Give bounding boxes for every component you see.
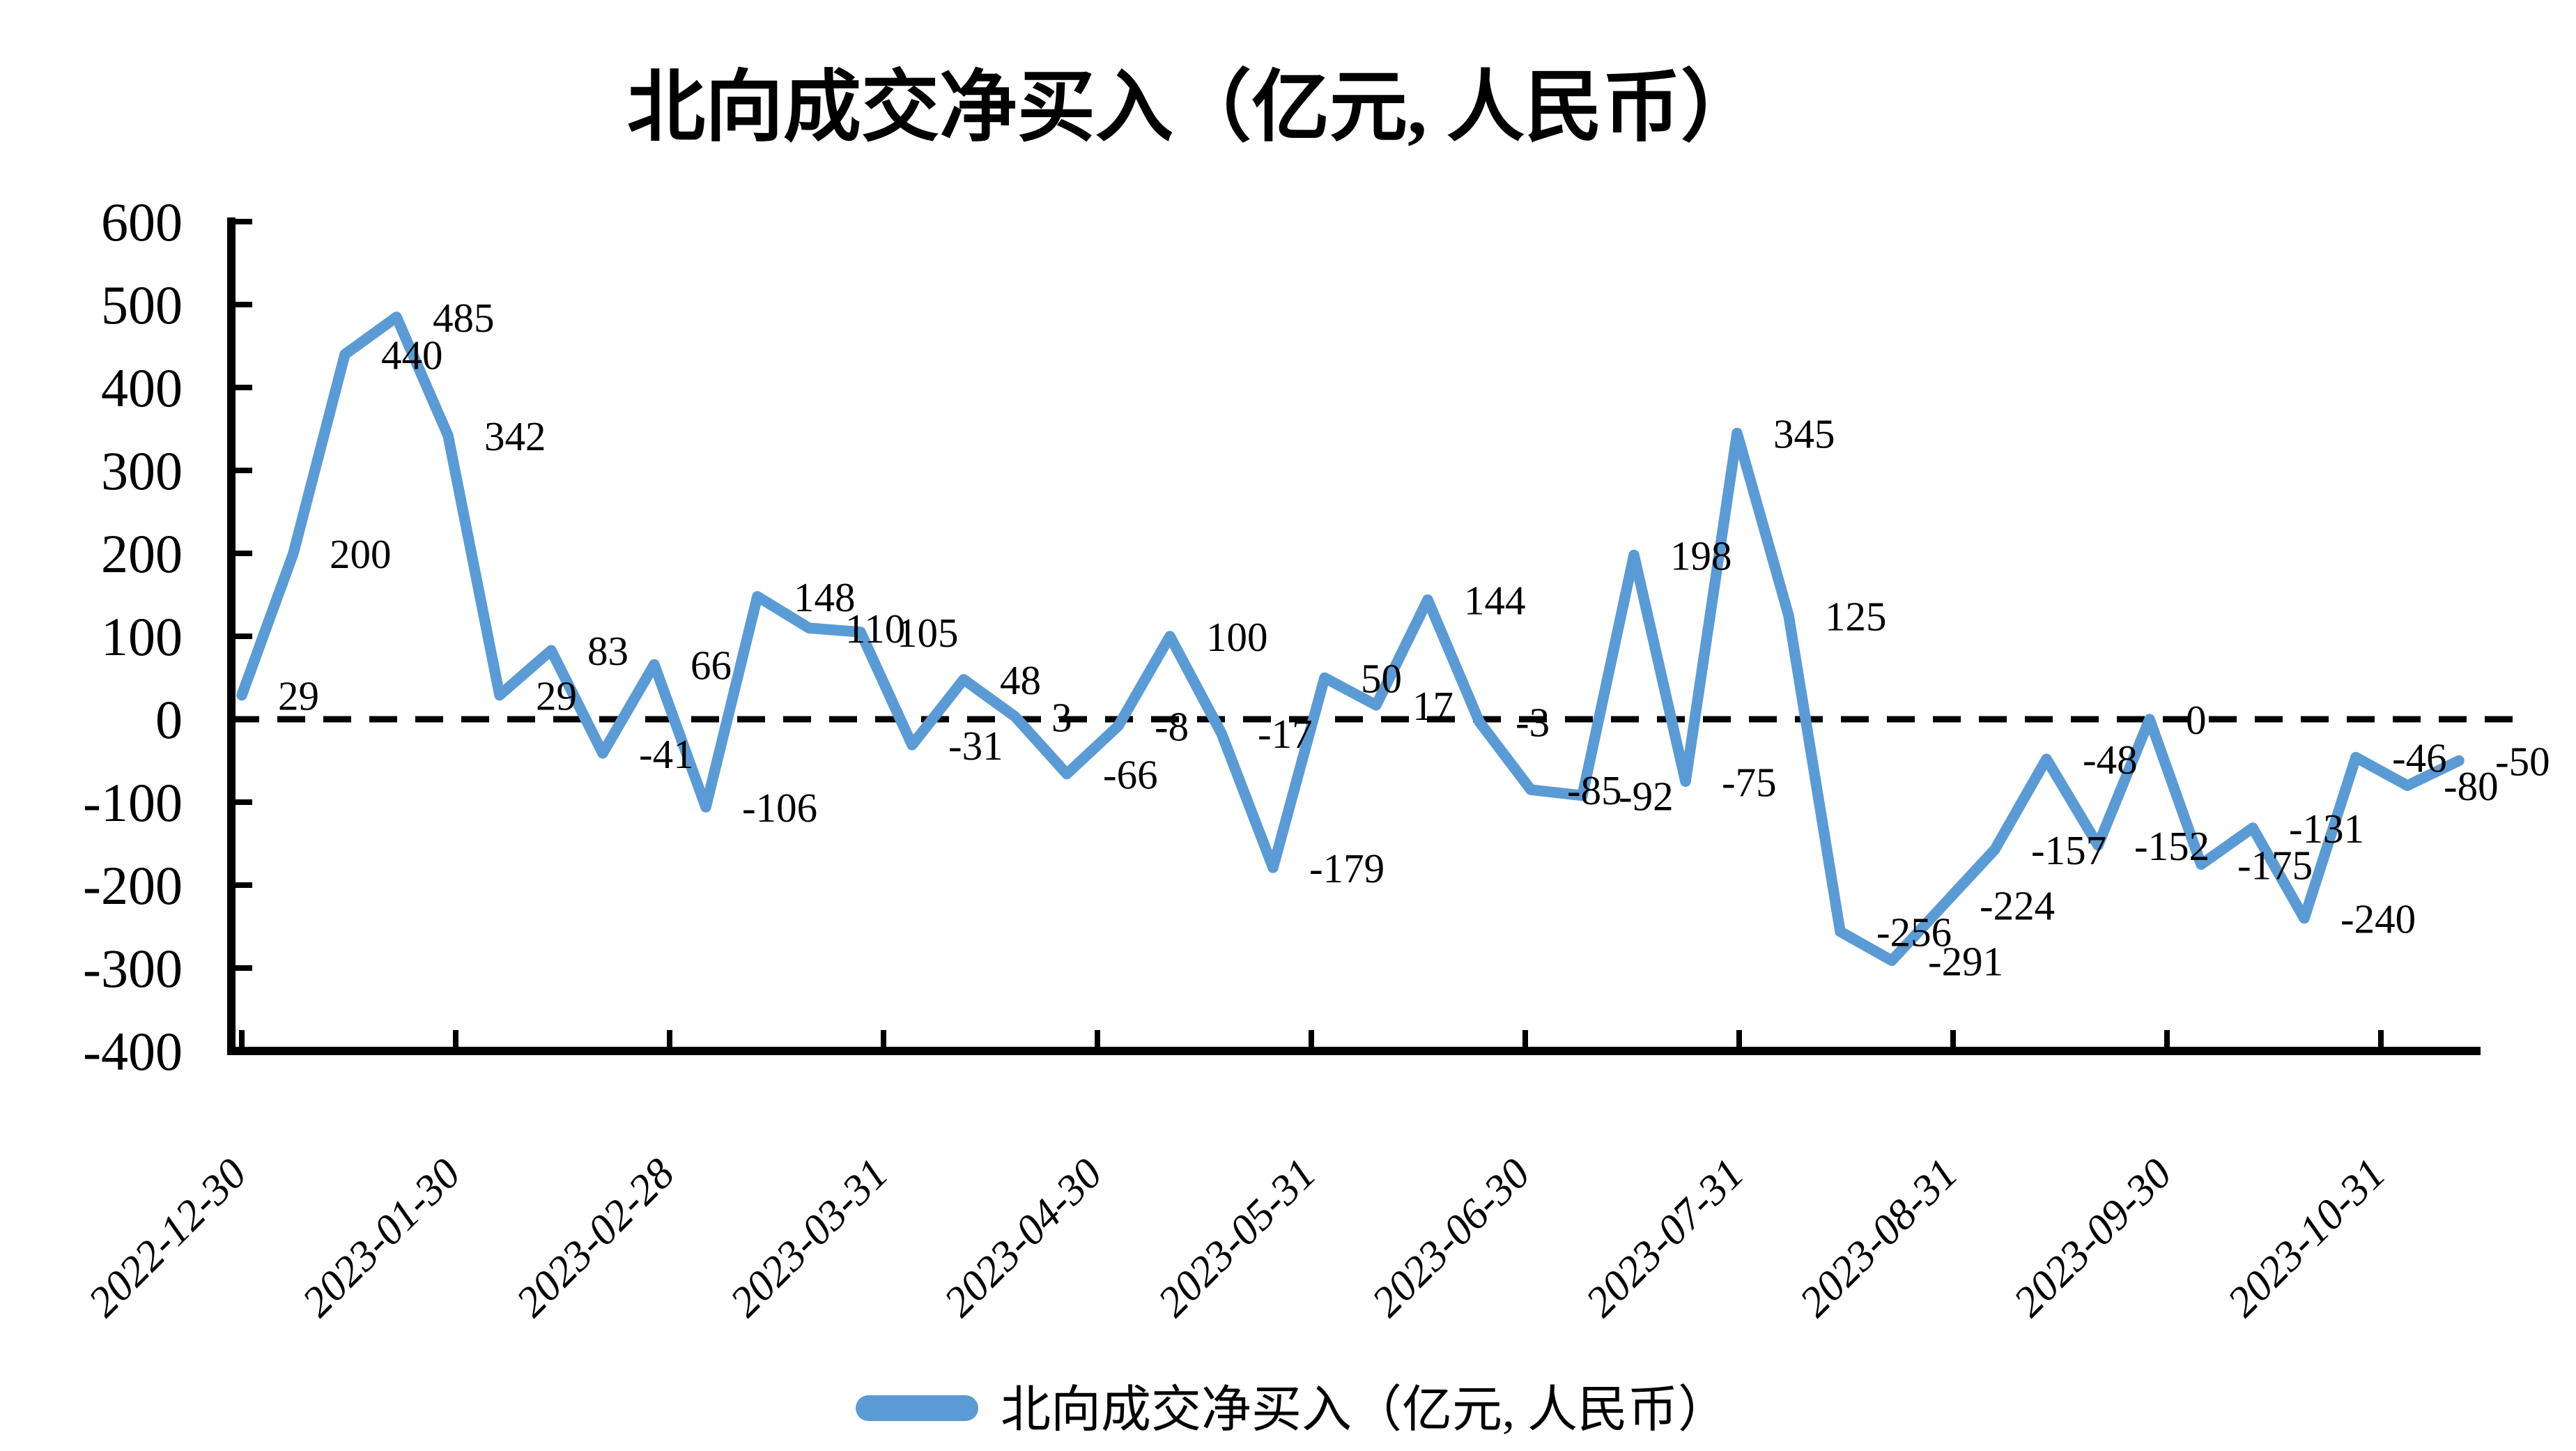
data-label: -41	[639, 731, 694, 777]
data-label: -152	[2134, 823, 2209, 869]
data-label: -66	[1103, 752, 1158, 798]
data-label: -8	[1155, 704, 1189, 750]
data-label: 83	[587, 628, 628, 674]
x-tick-label: 2023-03-31	[721, 1150, 897, 1326]
plot-area: 6005004003002001000-100-200-300-4002022-…	[79, 192, 2550, 1326]
data-label: 485	[433, 295, 495, 341]
y-tick-label: 400	[101, 358, 183, 418]
x-tick-label: 2023-02-28	[507, 1150, 684, 1326]
data-label: 125	[1825, 593, 1887, 639]
data-label: -80	[2444, 763, 2499, 809]
data-label: 110	[845, 606, 905, 652]
y-tick-label: 0	[155, 689, 183, 750]
x-tick-label: 2023-05-31	[1149, 1150, 1325, 1326]
data-label: -179	[1309, 845, 1385, 891]
legend-label: 北向成交净买入（亿元, 人民币）	[1001, 1382, 1728, 1438]
chart-title: 北向成交净买入（亿元, 人民币）	[627, 65, 1759, 151]
x-tick-label: 2023-01-30	[293, 1150, 470, 1326]
data-label: 440	[381, 332, 443, 378]
data-label: 342	[484, 413, 546, 459]
legend: 北向成交净买入（亿元, 人民币）	[856, 1382, 1728, 1438]
data-label: 200	[330, 531, 392, 577]
series-line	[236, 312, 2465, 967]
data-label: 3	[1051, 694, 1072, 740]
data-label: -224	[1980, 883, 2055, 929]
y-tick-label: -400	[83, 1021, 183, 1082]
data-label: 48	[1000, 657, 1041, 703]
data-label: 100	[1206, 614, 1268, 660]
data-label: -17	[1258, 711, 1313, 757]
data-label: -48	[2083, 737, 2138, 783]
data-label: -50	[2495, 739, 2550, 785]
y-tick-label: 500	[101, 275, 183, 335]
data-label: -92	[1619, 773, 1674, 819]
y-tick-label: -200	[83, 855, 183, 916]
data-label: -291	[1928, 938, 2003, 984]
y-tick-label: -300	[83, 938, 183, 999]
data-label: 0	[2186, 697, 2207, 743]
data-label: -106	[742, 785, 817, 831]
data-label: -75	[1722, 759, 1777, 805]
x-tick-label: 2023-04-30	[935, 1150, 1111, 1326]
x-tick-label: 2023-10-31	[2219, 1150, 2395, 1326]
data-label: 345	[1773, 410, 1835, 456]
x-tick-label: 2023-07-31	[1577, 1150, 1753, 1326]
x-tick-label: 2023-09-30	[2005, 1150, 2181, 1326]
data-label: -175	[2237, 842, 2313, 888]
y-tick-label: 200	[101, 523, 183, 584]
data-label: 66	[691, 642, 732, 688]
x-tick-label: 2022-12-30	[79, 1150, 256, 1326]
x-tick-label: 2023-08-31	[1791, 1150, 1967, 1326]
data-label: -85	[1567, 767, 1622, 813]
data-label: 29	[536, 673, 577, 719]
data-label: 105	[897, 610, 959, 656]
data-label: -46	[2392, 735, 2447, 781]
x-tick-label: 2023-06-30	[1363, 1150, 1539, 1326]
data-label: 29	[278, 673, 319, 719]
data-label: -131	[2289, 806, 2364, 852]
y-tick-label: -100	[83, 772, 183, 833]
data-label: 198	[1670, 532, 1732, 578]
y-tick-label: 600	[101, 192, 183, 252]
data-label: -256	[1876, 909, 1952, 955]
y-tick-label: 300	[101, 440, 183, 501]
data-label: -3	[1515, 700, 1550, 746]
data-label: -157	[2031, 827, 2106, 873]
legend-line-swatch	[856, 1395, 978, 1421]
y-tick-label: 100	[101, 606, 183, 667]
data-label: -240	[2340, 896, 2416, 942]
data-label: 50	[1361, 656, 1402, 702]
data-label: 144	[1464, 578, 1526, 624]
data-label: -31	[948, 723, 1003, 769]
data-label: 148	[794, 574, 856, 620]
data-label: 17	[1412, 683, 1453, 729]
